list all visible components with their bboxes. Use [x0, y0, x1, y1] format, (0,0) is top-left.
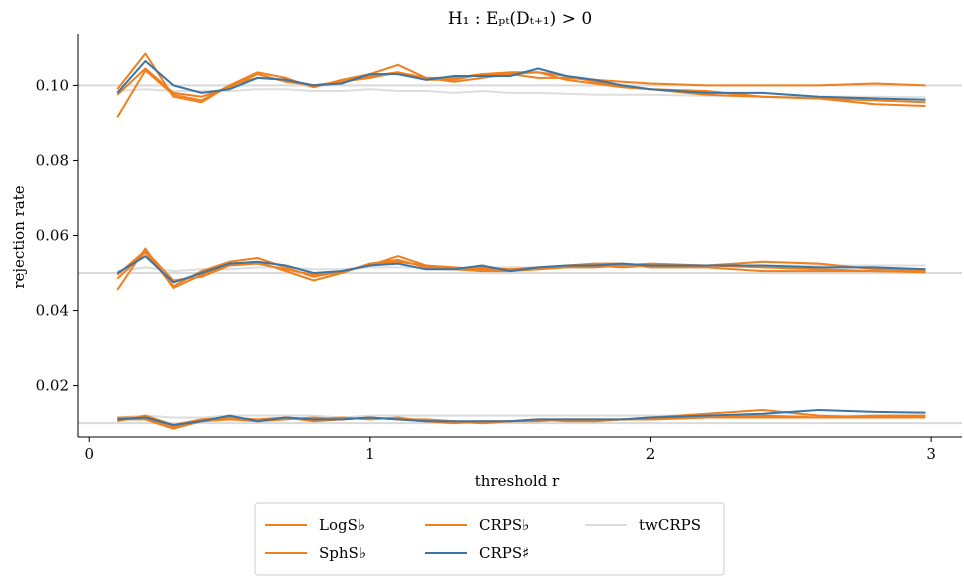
y-tick-label-2: 0.06: [36, 227, 69, 245]
legend-label-4: twCRPS: [639, 516, 701, 534]
y-tick-label-3: 0.08: [36, 151, 69, 169]
y-axis-label: rejection rate: [10, 185, 28, 288]
legend-label-0: LogS♭: [319, 516, 365, 534]
legend-frame: [254, 502, 725, 576]
plot-area: [78, 52, 962, 430]
x-axis-label: threshold r: [475, 472, 560, 490]
legend-label-3: CRPS♯: [479, 544, 529, 562]
series-line-level1-crps-4: [116, 255, 926, 284]
series-line-level2-crps-4: [117, 409, 926, 426]
series-line-level0-sphs-2: [116, 52, 926, 107]
y-tick-label-1: 0.04: [36, 302, 69, 320]
legend-label-1: SphS♭: [319, 544, 366, 562]
y-tick-label-4: 0.10: [36, 76, 69, 94]
legend-label-2: CRPS♭: [479, 516, 529, 534]
x-tick-label-3: 3: [926, 445, 936, 463]
y-tick-label-0: 0.02: [36, 377, 69, 395]
x-tick-label-2: 2: [646, 445, 656, 463]
series-line-level0-twcrps-0: [117, 88, 926, 99]
x-tick-label-1: 1: [365, 445, 375, 463]
legend: LogS♭ SphS♭ CRPS♭ CRPS♯ twCRPS: [254, 502, 725, 576]
axes: 0 1 2 3 0.02 0.04 0.06 0.08 0.10: [36, 34, 962, 463]
chart-title: H₁ : Eₚₜ(Dₜ₊₁) > 0: [448, 9, 592, 29]
series-line-level0-crps-4: [116, 60, 926, 101]
x-tick-label-0: 0: [84, 445, 94, 463]
series-line-level0-crps-3: [116, 67, 926, 104]
